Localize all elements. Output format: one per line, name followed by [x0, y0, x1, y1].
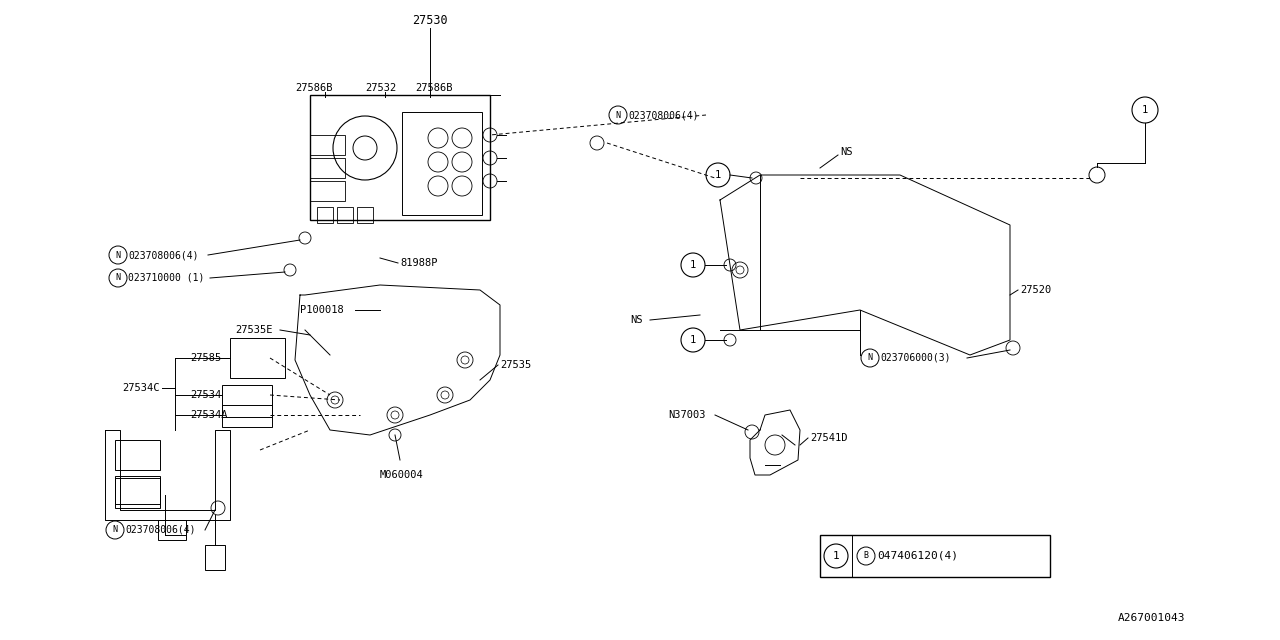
Bar: [310, 158, 346, 178]
Text: 1: 1: [1142, 105, 1148, 115]
Bar: [157, 520, 186, 540]
Text: P100018: P100018: [300, 305, 344, 315]
Text: N: N: [616, 111, 621, 120]
Text: 27534C: 27534C: [122, 383, 160, 393]
Text: 27534: 27534: [189, 390, 221, 400]
Bar: [230, 338, 285, 378]
Bar: [115, 440, 160, 470]
Text: 27535: 27535: [500, 360, 531, 370]
Text: 81988P: 81988P: [399, 258, 438, 268]
Text: 1: 1: [690, 260, 696, 270]
Bar: [115, 476, 160, 504]
Bar: [310, 95, 490, 220]
Bar: [310, 181, 346, 201]
Text: 023710000 (1): 023710000 (1): [128, 273, 205, 283]
Text: N37003: N37003: [668, 410, 705, 420]
Text: 27530: 27530: [412, 13, 448, 26]
Text: NS: NS: [840, 147, 852, 157]
Bar: [357, 207, 372, 223]
Bar: [115, 478, 160, 508]
Text: NS: NS: [630, 315, 643, 325]
Bar: [221, 385, 273, 417]
Text: 023708006(4): 023708006(4): [125, 525, 196, 535]
Bar: [205, 545, 225, 570]
Bar: [337, 207, 353, 223]
Text: 023708006(4): 023708006(4): [628, 110, 699, 120]
Text: N: N: [115, 250, 120, 259]
Text: 1: 1: [714, 170, 721, 180]
Text: 023706000(3): 023706000(3): [881, 353, 951, 363]
Bar: [402, 112, 483, 215]
Bar: [310, 135, 346, 155]
Text: 27520: 27520: [1020, 285, 1051, 295]
Text: N: N: [115, 273, 120, 282]
Text: 023708006(4): 023708006(4): [128, 250, 198, 260]
Text: 27586B: 27586B: [294, 83, 333, 93]
Text: 27586B: 27586B: [415, 83, 453, 93]
Text: 27535E: 27535E: [236, 325, 273, 335]
Text: 27585: 27585: [189, 353, 221, 363]
Text: B: B: [864, 552, 869, 561]
Bar: [221, 405, 273, 427]
Text: 27532: 27532: [365, 83, 397, 93]
Text: M060004: M060004: [380, 470, 424, 480]
Text: 1: 1: [832, 551, 840, 561]
Text: A267001043: A267001043: [1117, 613, 1185, 623]
Text: N: N: [113, 525, 118, 534]
Text: 27541D: 27541D: [810, 433, 847, 443]
Text: 1: 1: [690, 335, 696, 345]
Bar: [820, 535, 1050, 577]
Bar: [317, 207, 333, 223]
Text: N: N: [868, 353, 873, 362]
Text: 047406120(4): 047406120(4): [877, 551, 957, 561]
Text: 27534A: 27534A: [189, 410, 228, 420]
